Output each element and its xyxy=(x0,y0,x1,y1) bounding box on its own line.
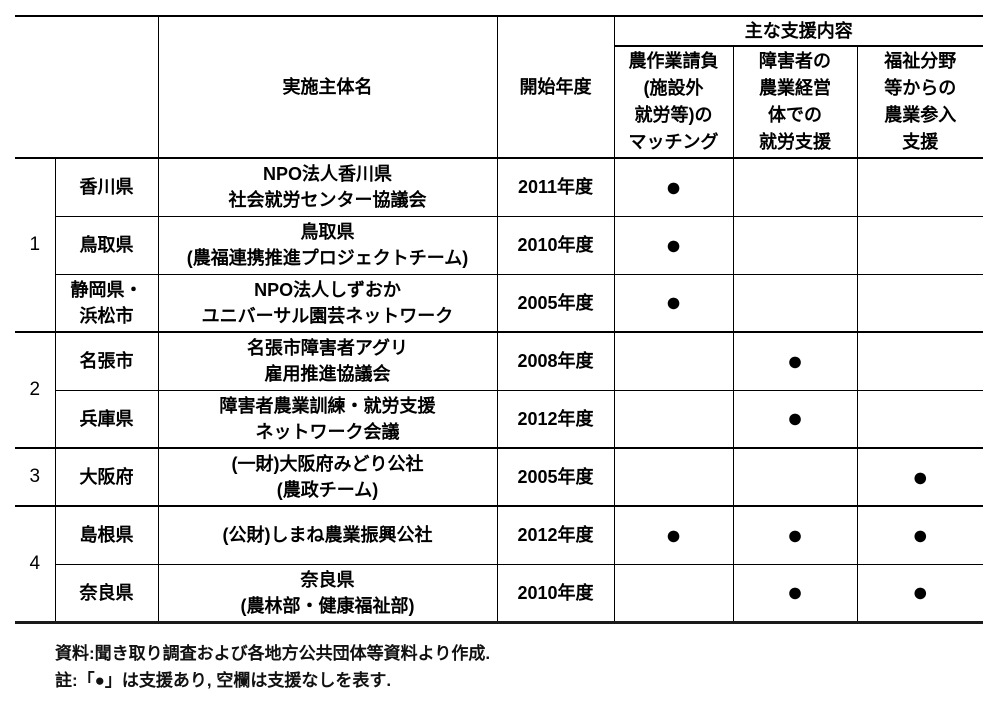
cell-prefecture: 名張市 xyxy=(54,331,159,391)
cell-support-employment xyxy=(732,447,858,508)
header-row-sub: 農作業請負 (施設外 就労等)の マッチング 障害者の 農業経営 体での 就労支… xyxy=(15,45,983,160)
header-entity: 実施主体名 xyxy=(157,14,498,160)
cell-support-entry xyxy=(856,215,983,275)
cell-year: 2005年度 xyxy=(496,273,615,334)
support-table: 実施主体名 開始年度 主な支援内容 農作業請負 (施設外 就労等)の マッチング… xyxy=(15,14,983,624)
cell-year: 2012年度 xyxy=(496,389,615,450)
support-dot: ● xyxy=(665,519,682,550)
cell-year: 2012年度 xyxy=(496,505,615,565)
table-row: 3 大阪府 (一財)大阪府みどり公社 (農政チーム) 2005年度 ● xyxy=(15,447,983,508)
header-support-employment: 障害者の 農業経営 体での 就労支援 xyxy=(732,45,858,160)
cell-prefecture: 大阪府 xyxy=(54,447,159,508)
cell-entity: 鳥取県 (農福連携推進プロジェクトチーム) xyxy=(157,215,498,275)
cell-support-entry xyxy=(856,273,983,334)
cell-support-employment: ● xyxy=(732,389,858,450)
cell-support-employment: ● xyxy=(732,505,858,565)
cell-support-employment: ● xyxy=(732,331,858,391)
cell-support-employment xyxy=(732,215,858,275)
cell-prefecture: 兵庫県 xyxy=(54,389,159,450)
cell-support-entry: ● xyxy=(856,563,983,624)
header-support-group: 主な支援内容 xyxy=(613,14,983,48)
cell-year: 2011年度 xyxy=(496,157,615,217)
header-support-entry: 福祉分野 等からの 農業参入 支援 xyxy=(856,45,983,160)
table-row: 2 名張市 名張市障害者アグリ 雇用推進協議会 2008年度 ● xyxy=(15,331,983,450)
cell-support-employment xyxy=(732,157,858,217)
cell-support-matching: ● xyxy=(613,157,734,217)
cell-group-number: 3 xyxy=(15,447,56,508)
source-note: 資料:聞き取り調査および各地方公共団体等資料より作成. xyxy=(55,644,491,663)
cell-entity: NPO法人香川県 社会就労センター協議会 xyxy=(157,157,498,217)
support-dot: ● xyxy=(912,461,929,492)
cell-support-entry xyxy=(856,389,983,450)
support-dot: ● xyxy=(665,287,682,318)
header-support-matching: 農作業請負 (施設外 就労等)の マッチング xyxy=(613,45,734,160)
cell-prefecture: 香川県 xyxy=(54,157,159,217)
cell-year: 2010年度 xyxy=(496,563,615,624)
table-row: 静岡県・ 浜松市 NPO法人しずおか ユニバーサル園芸ネットワーク 2005年度… xyxy=(15,273,983,334)
support-dot: ● xyxy=(912,577,929,608)
cell-support-entry: ● xyxy=(856,447,983,508)
table-notes: 資料:聞き取り調査および各地方公共団体等資料より作成. 註:「●」は支援あり, … xyxy=(55,640,490,694)
support-dot: ● xyxy=(912,519,929,550)
cell-support-matching: ● xyxy=(613,273,734,334)
support-dot: ● xyxy=(786,519,804,550)
cell-support-matching xyxy=(613,447,734,508)
cell-group-number: 4 xyxy=(15,505,56,624)
header-empty-cell xyxy=(15,14,159,160)
table-row: 1 香川県 NPO法人香川県 社会就労センター協議会 2011年度 ● xyxy=(15,157,983,334)
cell-year: 2008年度 xyxy=(496,331,615,391)
legend-note: 註:「●」は支援あり, 空欄は支援なしを表す. xyxy=(55,671,392,691)
support-dot: ● xyxy=(665,229,682,260)
table-row: 兵庫県 障害者農業訓練・就労支援 ネットワーク会議 2012年度 ● xyxy=(15,389,983,450)
header-row-top: 実施主体名 開始年度 主な支援内容 xyxy=(15,14,983,160)
cell-support-matching xyxy=(613,389,734,450)
cell-prefecture: 鳥取県 xyxy=(54,215,159,275)
support-dot: ● xyxy=(665,171,682,202)
header-start-year: 開始年度 xyxy=(496,14,615,160)
cell-entity: (公財)しまね農業振興公社 xyxy=(157,505,498,565)
cell-entity: 障害者農業訓練・就労支援 ネットワーク会議 xyxy=(157,389,498,450)
cell-support-employment: ● xyxy=(732,563,858,624)
cell-support-entry xyxy=(856,331,983,391)
cell-prefecture: 奈良県 xyxy=(54,563,159,624)
cell-entity: (一財)大阪府みどり公社 (農政チーム) xyxy=(157,447,498,508)
cell-support-entry: ● xyxy=(856,505,983,565)
table-row: 鳥取県 鳥取県 (農福連携推進プロジェクトチーム) 2010年度 ● xyxy=(15,215,983,275)
cell-support-matching: ● xyxy=(613,505,734,565)
cell-prefecture: 静岡県・ 浜松市 xyxy=(54,273,159,334)
cell-year: 2005年度 xyxy=(496,447,615,508)
cell-year: 2010年度 xyxy=(496,215,615,275)
cell-support-matching xyxy=(613,563,734,624)
table-row: 4 島根県 (公財)しまね農業振興公社 2012年度 ● ● ● xyxy=(15,505,983,624)
cell-entity: 奈良県 (農林部・健康福祉部) xyxy=(157,563,498,624)
support-dot: ● xyxy=(786,345,804,376)
cell-entity: 名張市障害者アグリ 雇用推進協議会 xyxy=(157,331,498,391)
cell-support-matching: ● xyxy=(613,215,734,275)
cell-support-matching xyxy=(613,331,734,391)
support-dot: ● xyxy=(786,403,804,434)
cell-prefecture: 島根県 xyxy=(54,505,159,565)
cell-group-number: 1 xyxy=(15,157,56,334)
cell-support-entry xyxy=(856,157,983,217)
cell-entity: NPO法人しずおか ユニバーサル園芸ネットワーク xyxy=(157,273,498,334)
support-dot: ● xyxy=(786,577,804,608)
table-row: 奈良県 奈良県 (農林部・健康福祉部) 2010年度 ● ● xyxy=(15,563,983,624)
cell-group-number: 2 xyxy=(15,331,56,450)
cell-support-employment xyxy=(732,273,858,334)
